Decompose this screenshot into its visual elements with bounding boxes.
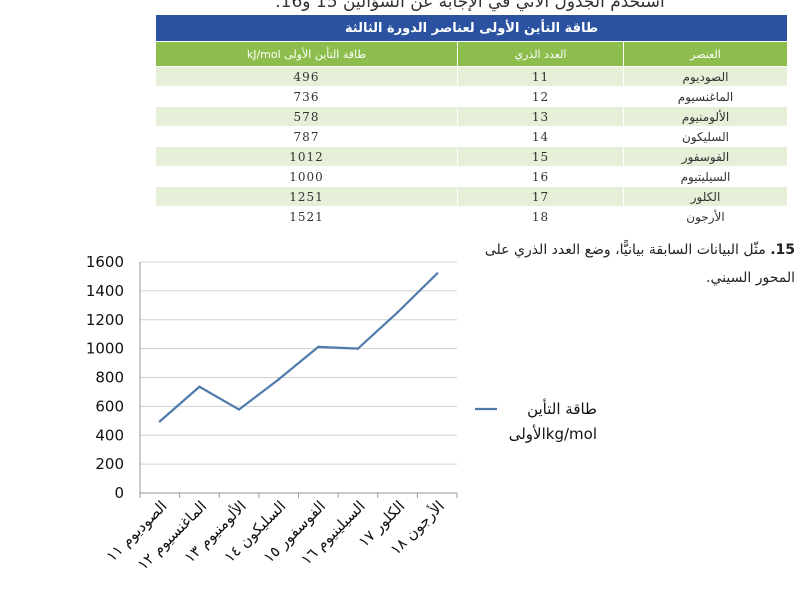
cell-energy: 578	[155, 106, 458, 127]
cell-element: السليكون	[623, 126, 788, 147]
table-row: الماغنسيوم 12 736	[155, 86, 788, 107]
cell-atomic-number: 13	[457, 106, 624, 127]
cell-energy: 1521	[155, 206, 458, 227]
cell-atomic-number: 16	[457, 166, 624, 187]
cell-element: الكلور	[623, 186, 788, 207]
column-header-element: العنصر	[623, 41, 788, 67]
column-header-atomic-number: العدد الذري	[457, 41, 624, 67]
y-tick-label: 200	[95, 455, 124, 473]
data-point	[277, 378, 280, 381]
y-tick-label: 1600	[86, 253, 124, 271]
data-point	[396, 311, 399, 314]
ionization-energy-table: طاقة التأين الأولى لعناصر الدورة الثالثة…	[155, 14, 788, 227]
data-point	[435, 272, 439, 275]
table-row: الفوسفور 15 1012	[155, 146, 788, 167]
y-tick-label: 0	[114, 484, 124, 502]
cell-energy: 1012	[155, 146, 458, 167]
data-point	[356, 347, 360, 350]
y-tick-label: 1200	[86, 311, 124, 329]
cell-atomic-number: 18	[457, 206, 624, 227]
cell-element: الألومنيوم	[623, 106, 788, 127]
cell-energy: 496	[155, 66, 458, 87]
data-point	[237, 408, 241, 411]
question-number: 15.	[770, 242, 795, 258]
table-row: السيليتيوم 16 1000	[155, 166, 788, 187]
data-point	[158, 420, 162, 423]
cell-element: الماغنسيوم	[623, 86, 788, 107]
chart-legend: طاقة التأين الأولىkg/mol	[475, 398, 597, 443]
instruction-text: استخدم الجدول الآتي في الإجابة عن السؤال…	[275, 0, 665, 12]
cell-energy: 787	[155, 126, 458, 147]
table-row: الكلور 17 1251	[155, 186, 788, 207]
legend-label-line-1: طاقة التأين	[527, 398, 597, 418]
cell-atomic-number: 14	[457, 126, 624, 147]
question-15: 15. مثّل البيانات السابقة بيانيًّا، وضع …	[460, 236, 795, 292]
series-line	[159, 272, 438, 423]
table-row: الألومنيوم 13 578	[155, 106, 788, 127]
column-header-energy: طاقة التأين الأولى kJ/mol	[155, 41, 458, 67]
cell-element: الأرجون	[623, 206, 788, 227]
cell-atomic-number: 17	[457, 186, 624, 207]
y-tick-label: 1400	[86, 282, 124, 300]
question-text: مثّل البيانات السابقة بيانيًّا، وضع العد…	[484, 242, 795, 286]
chart-gridlines	[140, 261, 457, 494]
y-axis: 0 200 400 600 800 1000 1200 1400 1600	[86, 253, 141, 502]
chart-series	[158, 272, 439, 423]
table-row: السليكون 14 787	[155, 126, 788, 147]
y-tick-label: 400	[95, 426, 124, 444]
data-point	[317, 345, 320, 349]
table-title: طاقة التأين الأولى لعناصر الدورة الثالثة	[155, 14, 788, 42]
cell-atomic-number: 11	[457, 66, 624, 87]
cell-element: الفوسفور	[623, 146, 788, 167]
cell-energy: 1000	[155, 166, 458, 187]
table-row: الأرجون 18 1521	[155, 206, 788, 227]
y-tick-label: 1000	[86, 340, 124, 358]
data-point	[198, 385, 201, 388]
cell-element: الصوديوم	[623, 66, 788, 87]
table-body: الصوديوم 11 496 الماغنسيوم 12 736 الألومنيوم 13…	[155, 66, 788, 227]
cell-energy: 736	[155, 86, 458, 107]
legend-label-line-2: الأولىkg/mol	[509, 424, 597, 443]
ionization-energy-chart: 0 200 400 600 800 1000 1200 1400 1600 الصوديوم ١…	[86, 253, 597, 574]
cell-atomic-number: 12	[457, 86, 624, 107]
y-tick-label: 800	[95, 369, 124, 387]
cell-atomic-number: 15	[457, 146, 624, 167]
table-row: الصوديوم 11 496	[155, 66, 788, 87]
cell-energy: 1251	[155, 186, 458, 207]
cell-element: السيليتيوم	[623, 166, 788, 187]
y-tick-label: 600	[95, 397, 124, 415]
